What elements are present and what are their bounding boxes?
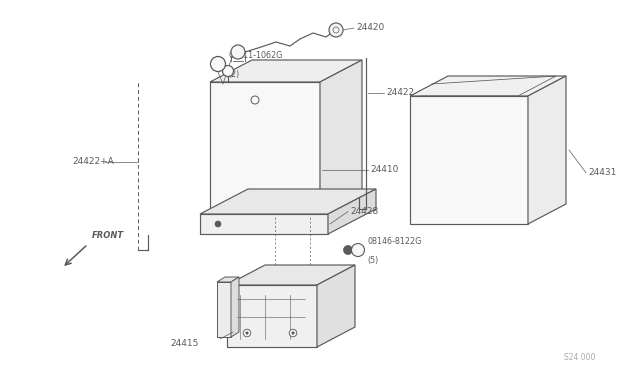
Text: (5): (5): [367, 256, 378, 265]
Polygon shape: [210, 60, 362, 82]
Circle shape: [223, 65, 234, 77]
Text: 24410: 24410: [370, 165, 398, 174]
Circle shape: [211, 57, 225, 71]
Polygon shape: [320, 60, 362, 217]
Polygon shape: [410, 96, 528, 224]
Text: 24420: 24420: [356, 23, 384, 32]
Polygon shape: [227, 265, 355, 285]
Circle shape: [333, 27, 339, 33]
Circle shape: [246, 331, 248, 334]
Text: 24415: 24415: [170, 339, 198, 347]
Circle shape: [215, 221, 221, 227]
Circle shape: [344, 246, 353, 254]
Polygon shape: [217, 282, 231, 337]
Polygon shape: [328, 189, 376, 234]
Polygon shape: [317, 265, 355, 347]
Text: S24 000: S24 000: [564, 353, 595, 362]
Circle shape: [231, 45, 245, 59]
Text: N: N: [215, 61, 221, 67]
Polygon shape: [410, 76, 566, 96]
Text: 08911-1062G: 08911-1062G: [228, 51, 282, 60]
Text: 24431: 24431: [588, 168, 616, 177]
Circle shape: [291, 331, 294, 334]
Text: (2): (2): [228, 70, 239, 79]
Circle shape: [351, 244, 365, 257]
Circle shape: [243, 329, 251, 337]
Text: B: B: [356, 247, 360, 253]
Polygon shape: [528, 76, 566, 224]
Text: 24428: 24428: [350, 207, 378, 216]
Text: 24422: 24422: [386, 89, 414, 97]
Polygon shape: [227, 285, 317, 347]
Text: FRONT: FRONT: [92, 231, 124, 240]
Polygon shape: [217, 277, 239, 282]
Circle shape: [289, 329, 297, 337]
Polygon shape: [200, 189, 376, 214]
Polygon shape: [231, 277, 239, 337]
Circle shape: [329, 23, 343, 37]
Polygon shape: [210, 82, 320, 217]
Text: 08146-8122G: 08146-8122G: [367, 237, 421, 246]
Text: 24422+A: 24422+A: [72, 157, 114, 167]
Circle shape: [251, 96, 259, 104]
Polygon shape: [200, 214, 328, 234]
